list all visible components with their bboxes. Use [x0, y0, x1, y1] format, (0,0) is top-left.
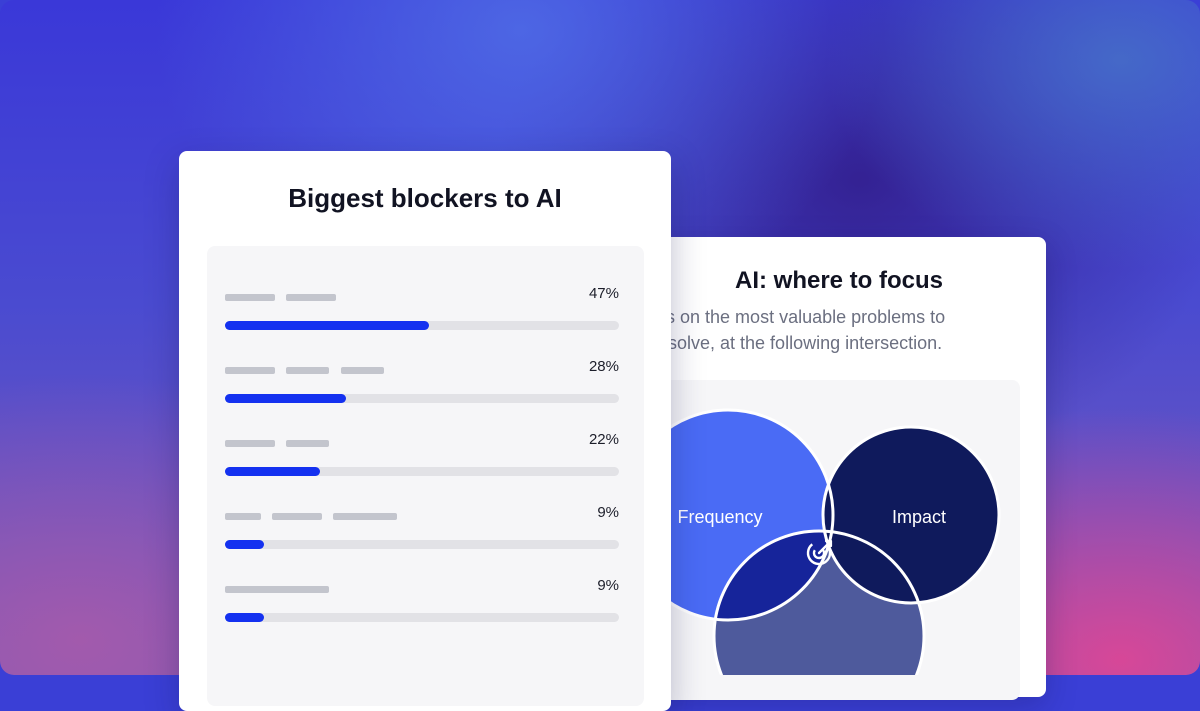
- label-placeholder: [225, 513, 261, 520]
- progress-fill: [225, 540, 264, 549]
- progress-track: [225, 321, 619, 330]
- progress-track: [225, 467, 619, 476]
- focus-title: AI: where to focus: [734, 267, 944, 294]
- impact-circle-outline: [821, 425, 1001, 605]
- label-placeholder: [225, 294, 275, 301]
- blockers-title: Biggest blockers to AI: [288, 183, 562, 213]
- target-icon: [806, 539, 833, 566]
- label-placeholder: [272, 513, 322, 520]
- progress-fill: [225, 467, 320, 476]
- impact-bottom-overlap: [823, 531, 924, 603]
- bottom-circle-outline: [712, 529, 926, 675]
- blocker-row: 22%: [225, 431, 619, 480]
- progress-track: [225, 394, 619, 403]
- label-placeholder: [225, 586, 329, 593]
- progress-fill: [225, 321, 429, 330]
- blocker-percent: 9%: [597, 577, 619, 594]
- frequency-bottom-overlap: [714, 531, 833, 620]
- frequency-label: Frequency: [677, 507, 762, 527]
- focus-subtitle-line-1: cus on the most valuable problems to: [647, 307, 946, 327]
- frequency-circle-outline: [660, 408, 835, 622]
- progress-fill: [225, 394, 346, 403]
- progress-track: [225, 540, 619, 549]
- label-placeholder: [286, 440, 329, 447]
- impact-label: Impact: [892, 507, 946, 527]
- label-placeholder: [225, 367, 275, 374]
- label-placeholder: [225, 440, 275, 447]
- label-placeholder: [286, 294, 336, 301]
- progress-track: [225, 613, 619, 622]
- label-placeholder: [341, 367, 384, 374]
- blocker-row: 9%: [225, 577, 619, 626]
- blockers-panel: 47% 28% 22% 9%: [207, 246, 644, 706]
- blocker-percent: 28%: [588, 358, 619, 375]
- blocker-percent: 22%: [588, 431, 619, 448]
- label-placeholder: [333, 513, 397, 520]
- blocker-row: 47%: [225, 285, 619, 334]
- blocker-percent: 9%: [597, 504, 619, 521]
- blocker-row: 9%: [225, 504, 619, 553]
- blocker-percent: 47%: [588, 285, 619, 302]
- label-placeholder: [286, 367, 329, 374]
- blockers-card: Biggest blockers to AI 47% 28% 22%: [179, 151, 671, 711]
- venn-diagram: Frequency Impact: [660, 408, 1001, 675]
- progress-fill: [225, 613, 264, 622]
- focus-subtitle-line-2: solve, at the following intersection.: [668, 333, 943, 353]
- blocker-row: 28%: [225, 358, 619, 407]
